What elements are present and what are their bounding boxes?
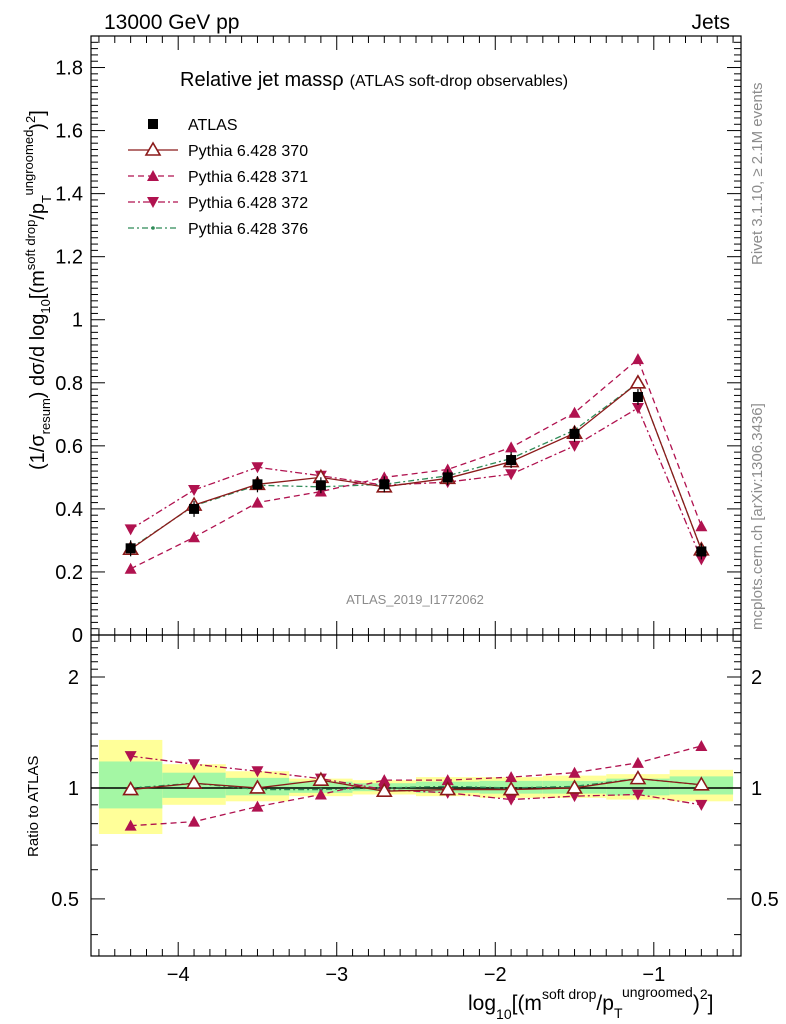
main-y-tick-label: 1.6 xyxy=(55,121,83,143)
ratio-point-2 xyxy=(568,791,581,803)
x-tick-label: −1 xyxy=(642,964,665,986)
x-tick-label: −2 xyxy=(484,964,507,986)
main-y-tick-label: 0 xyxy=(72,625,83,647)
ratio-point-2 xyxy=(188,759,201,771)
ratio-series xyxy=(122,739,710,831)
ratio-point-0 xyxy=(439,780,457,796)
main-y-tick-label: 0.6 xyxy=(55,436,83,458)
ratio-line-1 xyxy=(130,745,702,827)
legend-marker-0 xyxy=(148,119,158,129)
ratio-point-1 xyxy=(505,771,518,783)
ratio-point-1 xyxy=(378,774,391,786)
ratio-point-0 xyxy=(566,779,583,794)
plot-title: Relative jet massρ (ATLAS soft-drop obser… xyxy=(180,69,568,91)
ratio-point-1 xyxy=(251,800,264,812)
main-point-2 xyxy=(188,531,201,543)
main-y-tick-label: 0.2 xyxy=(55,562,83,584)
ratio-line-0 xyxy=(130,777,702,792)
main-y-tick-label: 0.8 xyxy=(55,373,83,395)
main-point-3 xyxy=(251,462,264,474)
main-point-2 xyxy=(251,496,264,508)
ratio-point-0 xyxy=(692,776,710,791)
mcplots-label: mcplots.cern.ch [arXiv:1306.3436] xyxy=(749,403,766,630)
ratio-y-tick-label: 0.5 xyxy=(51,889,79,911)
main-y-tick-label: 1 xyxy=(72,310,83,332)
ratio-y-tick-label: 2 xyxy=(68,667,79,689)
x-axis-label: log10[(msoft drop/pTungroomed)2] xyxy=(468,984,713,1022)
main-point-2 xyxy=(124,562,137,574)
ratio-y-tick-label-right: 1 xyxy=(751,778,762,800)
ratio-point-1 xyxy=(441,774,454,786)
ratio-point-1 xyxy=(695,739,708,751)
header-process: Jets xyxy=(691,11,730,34)
ratio-y-tick-label: 1 xyxy=(68,778,79,800)
main-point-3 xyxy=(568,440,581,452)
ratio-point-0 xyxy=(375,782,393,797)
main-point-3 xyxy=(631,403,644,415)
analysis-watermark: ATLAS_2019_I1772062 xyxy=(346,592,484,607)
ratio-point-1 xyxy=(631,756,644,768)
ratio-point-2 xyxy=(124,751,137,763)
main-line-3 xyxy=(130,407,702,560)
legend: ATLAS Pythia 6.428 370 Pythia 6.428 371 Pyt… xyxy=(128,117,308,238)
main-line-1 xyxy=(130,381,702,551)
axes: −4 −3 −2 −1 0 0.2 0.4 0.6 0.8 1 1.2 1.4 1.6 1.8 0.5 0.5… xyxy=(51,35,779,986)
plot-subtitle: (ATLAS soft-drop observables) xyxy=(350,73,568,90)
main-y-axis-label: (1/σresum) dσ/d log10[(msoft drop/pTungr… xyxy=(21,110,54,470)
ratio-point-0 xyxy=(629,770,647,785)
plot-title-main: Relative jet massρ xyxy=(180,69,344,91)
rivet-label: Rivet 3.1.10, ≥ 2.1M events xyxy=(749,83,766,266)
ratio-point-0 xyxy=(185,774,203,790)
main-point-3 xyxy=(505,469,518,481)
main-point-3 xyxy=(188,484,201,496)
legend-label-0: ATLAS xyxy=(188,117,238,134)
x-tick-label: −3 xyxy=(325,964,348,986)
main-series xyxy=(122,353,710,574)
main-point-2 xyxy=(505,441,518,453)
legend-marker-2 xyxy=(147,170,159,181)
ratio-y-tick-label-right: 2 xyxy=(751,667,762,689)
main-point-2 xyxy=(631,353,644,365)
ratio-point-2 xyxy=(695,799,708,811)
main-y-tick-label: 1.2 xyxy=(55,247,83,269)
ratio-point-0 xyxy=(249,779,266,794)
ratio-point-1 xyxy=(124,819,137,831)
main-line-2 xyxy=(130,358,702,570)
legend-marker-1 xyxy=(144,141,162,156)
band-inner xyxy=(606,778,670,796)
ratio-point-0 xyxy=(312,771,330,786)
ratio-point-1 xyxy=(188,815,201,827)
ratio-y-axis-label: Ratio to ATLAS xyxy=(25,756,42,857)
main-point-1 xyxy=(629,374,647,389)
legend-label-3: Pythia 6.428 372 xyxy=(188,195,308,212)
main-y-tick-label: 1.8 xyxy=(55,58,83,80)
ratio-point-2 xyxy=(631,789,644,801)
ratio-point-1 xyxy=(568,766,581,778)
ratio-line-2 xyxy=(130,755,702,806)
legend-label-2: Pythia 6.428 371 xyxy=(188,169,308,186)
x-tick-label: −4 xyxy=(167,964,190,986)
ratio-point-2 xyxy=(505,794,518,806)
ratio-point-0 xyxy=(122,780,140,796)
ratio-y-tick-label-right: 0.5 xyxy=(751,889,779,911)
ratio-line-3 xyxy=(130,777,702,791)
main-y-tick-label: 1.4 xyxy=(55,184,83,206)
main-point-2 xyxy=(695,520,708,532)
legend-label-1: Pythia 6.428 370 xyxy=(188,143,308,160)
main-line-4 xyxy=(130,381,702,551)
main-point-3 xyxy=(124,524,137,536)
main-point-3 xyxy=(695,554,708,566)
main-point-2 xyxy=(441,463,454,475)
header-energy: 13000 GeV pp xyxy=(104,11,239,34)
ratio-point-2 xyxy=(251,766,264,778)
ratio-point-1 xyxy=(314,788,327,800)
ratio-point-0 xyxy=(502,780,520,796)
legend-marker-3 xyxy=(147,197,159,208)
main-y-tick-label: 0.4 xyxy=(55,499,83,521)
legend-marker-4 xyxy=(151,226,155,230)
main-point-2 xyxy=(568,406,581,418)
legend-label-4: Pythia 6.428 376 xyxy=(188,221,308,238)
